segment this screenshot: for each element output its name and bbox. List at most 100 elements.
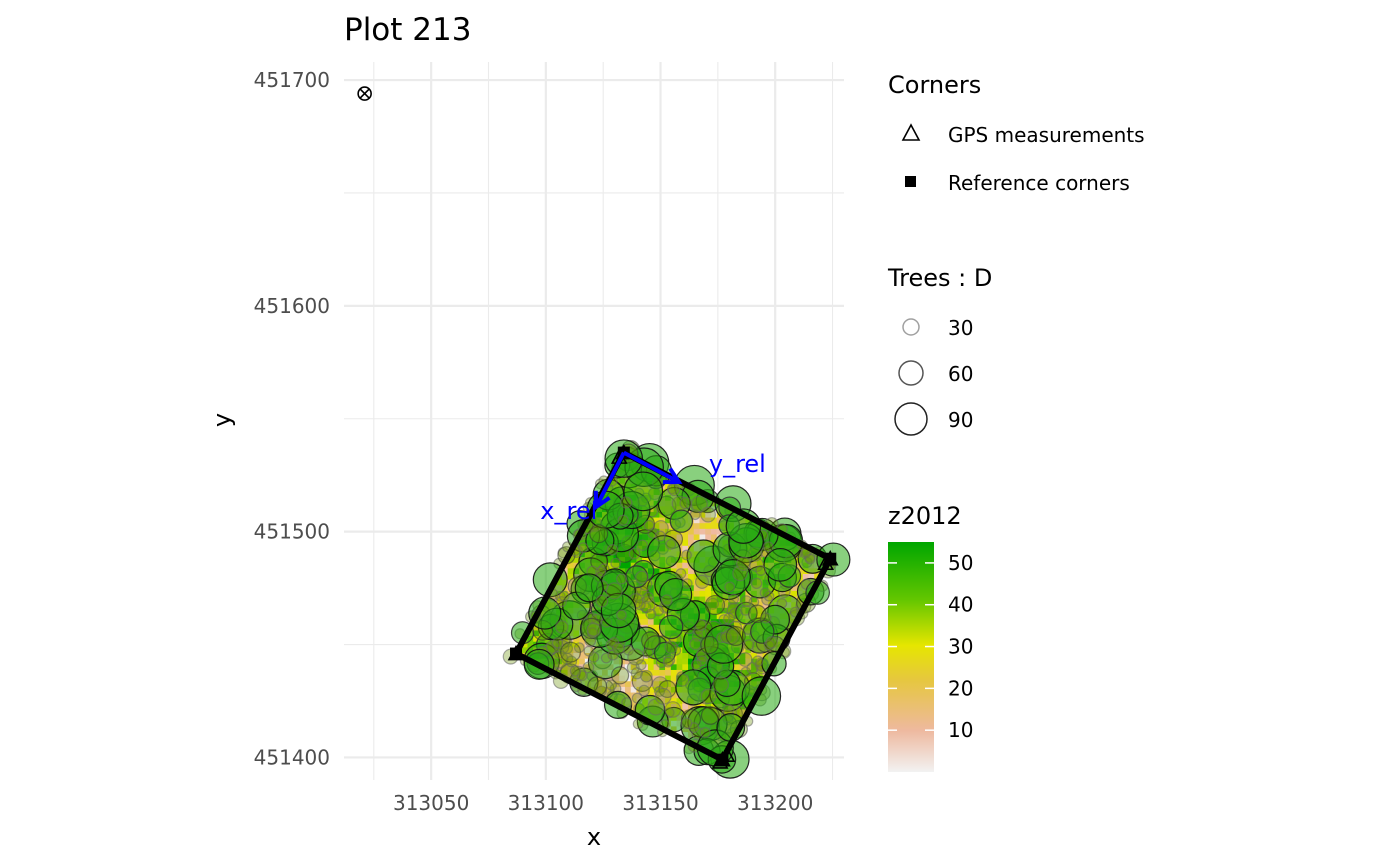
raster-cell <box>705 624 712 631</box>
raster-cell <box>550 708 557 716</box>
raster-cell <box>751 725 758 733</box>
raster-cell <box>762 720 769 727</box>
raster-cell <box>779 452 787 456</box>
tree-point <box>582 661 595 674</box>
raster-cell <box>785 669 792 676</box>
raster-cell <box>619 742 626 749</box>
raster-cell <box>642 669 649 676</box>
raster-cell <box>521 590 529 597</box>
raster-cell <box>814 505 821 512</box>
raster-cell <box>527 584 534 591</box>
raster-cell <box>808 460 815 467</box>
raster-cell <box>819 533 827 541</box>
raster-cell <box>533 714 540 721</box>
raster-cell <box>791 663 798 670</box>
raster-cell <box>745 477 752 484</box>
raster-cell <box>808 612 815 620</box>
raster-cell <box>665 737 672 744</box>
raster-cell <box>733 595 741 603</box>
raster-cell <box>567 652 574 659</box>
raster-cell <box>676 562 683 569</box>
tree-point <box>660 594 673 607</box>
tree-point <box>748 604 767 624</box>
raster-cell <box>682 663 689 670</box>
raster-cell <box>521 742 529 749</box>
legend-corners-title: Corners <box>888 71 981 99</box>
raster-cell <box>533 731 540 738</box>
raster-cell <box>567 691 574 699</box>
raster-cell <box>745 658 752 665</box>
raster-cell <box>538 742 546 749</box>
raster-cell <box>808 669 815 676</box>
raster-cell <box>808 703 815 710</box>
raster-cell <box>779 466 787 473</box>
raster-cell <box>808 725 815 733</box>
raster-cell <box>676 742 683 749</box>
raster-cell <box>745 595 752 603</box>
raster-cell <box>579 725 586 733</box>
raster-cell <box>516 612 523 620</box>
raster-cell <box>556 697 563 704</box>
raster-cell <box>756 725 764 733</box>
raster-cell <box>728 601 735 608</box>
raster-cell <box>825 511 831 518</box>
raster-cell <box>567 708 574 716</box>
tree-point <box>610 666 630 685</box>
raster-cell <box>642 675 649 682</box>
raster-cell <box>774 590 781 597</box>
raster-cell <box>659 675 666 682</box>
raster-cell <box>647 742 655 749</box>
raster-cell <box>796 516 804 524</box>
raster-cell <box>538 533 546 541</box>
raster-cell <box>739 663 746 670</box>
raster-cell <box>527 703 534 710</box>
raster-cell <box>739 669 746 676</box>
raster-cell <box>785 686 792 693</box>
raster-cell <box>613 748 620 755</box>
raster-cell <box>808 646 815 654</box>
raster-cell <box>779 731 787 738</box>
tree-point <box>595 594 609 608</box>
raster-cell <box>665 748 672 755</box>
raster-cell <box>579 731 586 738</box>
raster-cell <box>556 742 563 749</box>
tree-point <box>667 483 681 497</box>
raster-cell <box>516 483 523 490</box>
raster-cell <box>538 680 546 687</box>
raster-cell <box>819 720 827 727</box>
raster-cell <box>516 669 523 676</box>
raster-cell <box>567 579 574 586</box>
raster-cell <box>814 720 821 727</box>
raster-cell <box>527 595 534 603</box>
raster-cell <box>550 460 557 467</box>
raster-cell <box>676 658 683 665</box>
raster-cell <box>527 590 534 597</box>
tree-point <box>623 471 664 512</box>
raster-cell <box>676 641 683 648</box>
raster-cell <box>819 471 827 479</box>
legend-trees-label-30: 30 <box>948 316 973 340</box>
raster-cell <box>756 737 764 744</box>
raster-cell <box>642 607 649 614</box>
raster-cell <box>762 737 769 744</box>
raster-cell <box>802 460 810 467</box>
tree-point <box>675 568 687 580</box>
raster-cell <box>642 686 649 693</box>
raster-cell <box>550 691 557 699</box>
raster-cell <box>825 505 831 512</box>
raster-cell <box>538 714 546 721</box>
raster-cell <box>791 466 798 473</box>
raster-cell <box>825 675 831 682</box>
raster-cell <box>779 460 787 467</box>
raster-cell <box>624 663 632 670</box>
tree-point <box>804 553 816 565</box>
raster-cell <box>527 452 534 456</box>
tree-point <box>681 549 692 561</box>
raster-cell <box>567 742 574 749</box>
raster-cell <box>624 686 632 693</box>
raster-cell <box>785 466 792 473</box>
raster-cell <box>590 452 597 456</box>
raster-cell <box>624 720 632 727</box>
raster-cell <box>745 675 752 682</box>
